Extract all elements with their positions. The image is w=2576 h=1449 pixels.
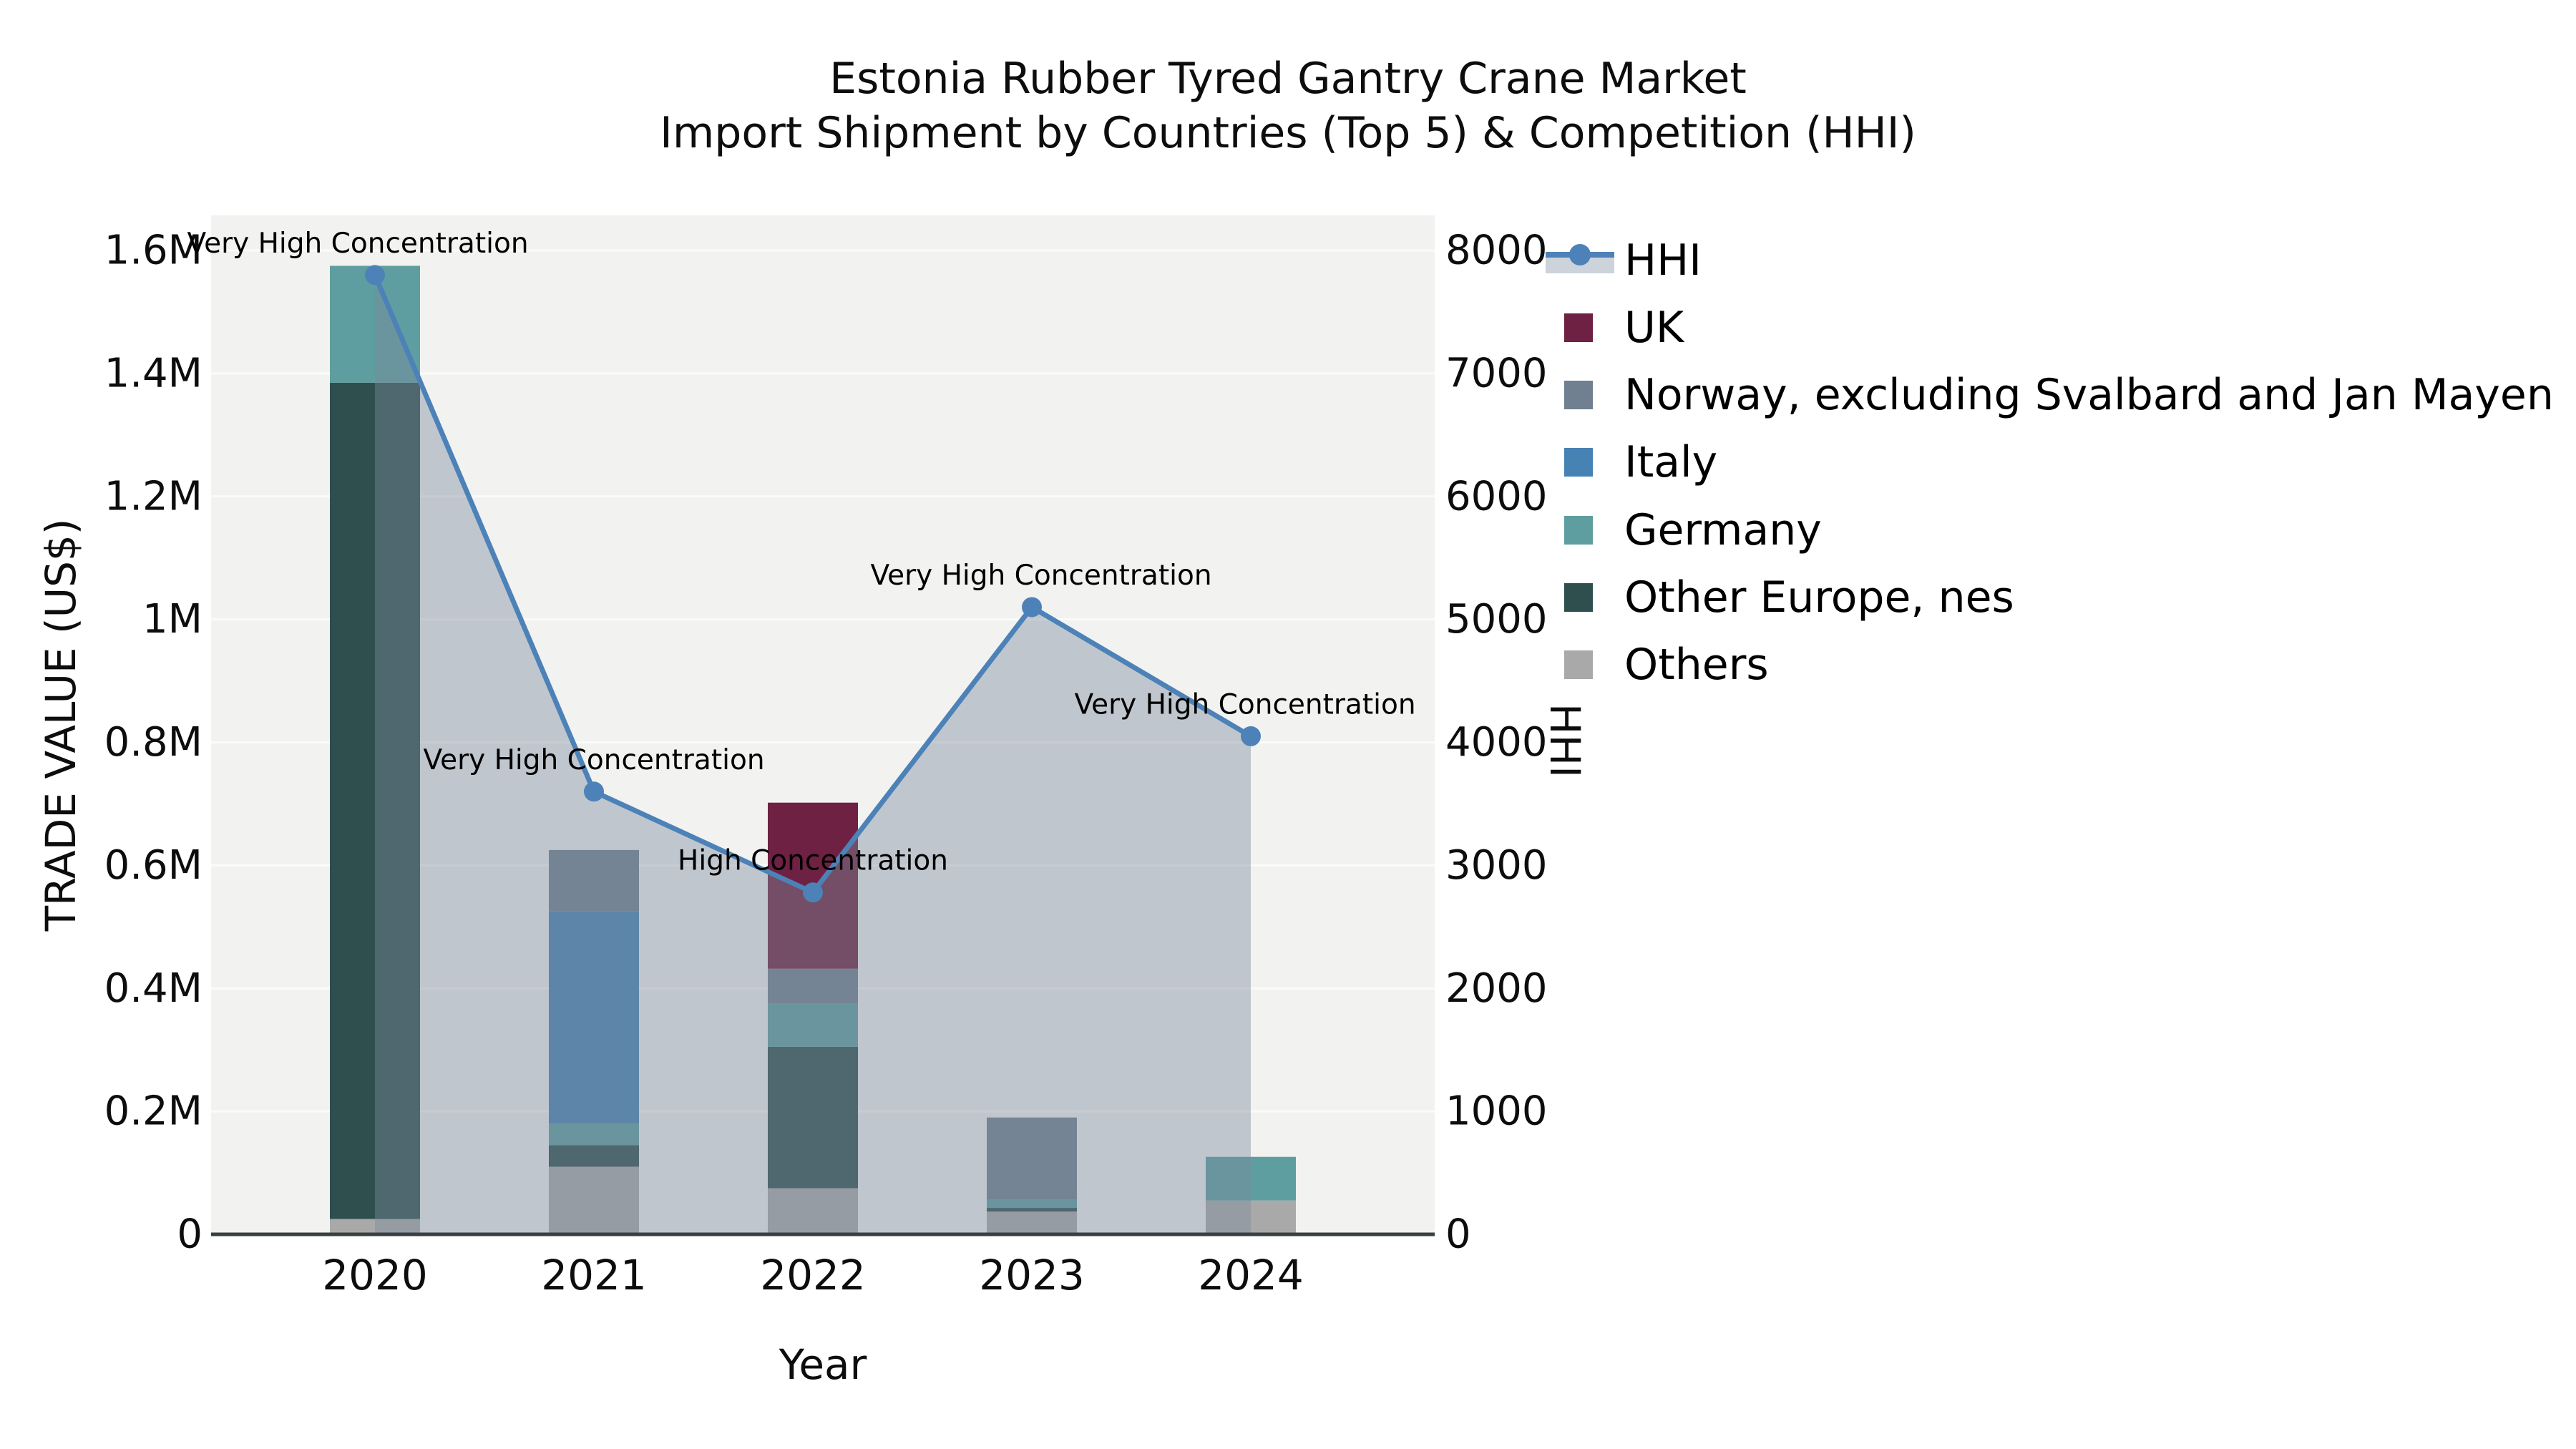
y-axis-title-left: TRADE VALUE (US$) bbox=[36, 518, 85, 932]
y-tick-label-left: 1.4M bbox=[104, 350, 203, 396]
y-tick-label-left: 0.2M bbox=[104, 1088, 203, 1135]
bar-segment bbox=[768, 1003, 858, 1047]
bar-segment bbox=[549, 849, 639, 912]
x-tick-label: 2020 bbox=[322, 1251, 428, 1299]
annotation: Very High Concentration bbox=[187, 228, 528, 260]
bar-segment bbox=[549, 911, 639, 1124]
annotation: High Concentration bbox=[678, 845, 948, 877]
legend-item-label: UK bbox=[1624, 303, 1684, 353]
y-tick-label-right: 3000 bbox=[1445, 842, 1548, 889]
bar-segment bbox=[768, 1188, 858, 1234]
bar-segment bbox=[768, 968, 858, 1004]
legend-item-germany: Germany bbox=[1544, 497, 1822, 564]
legend-sample-part bbox=[1569, 244, 1591, 265]
y-tick-label-right: 2000 bbox=[1445, 965, 1548, 1012]
hhi-marker bbox=[365, 265, 385, 286]
annotation: Very High Concentration bbox=[1074, 688, 1415, 721]
bar-segment bbox=[987, 1117, 1077, 1200]
legend-item-norway-excluding-svalbard-and-jan-mayen: Norway, excluding Svalbard and Jan Mayen bbox=[1544, 361, 2554, 429]
legend-item-label: Germany bbox=[1624, 505, 1822, 555]
bar-segment bbox=[1206, 1156, 1296, 1201]
bar-segment bbox=[1206, 1200, 1296, 1234]
legend-item-other-europe-nes: Other Europe, nes bbox=[1544, 564, 2014, 631]
hhi-marker bbox=[1022, 597, 1042, 618]
tick-labels: 1.6M 1.4M 1.2M 1M 0.8M 0.6M 0.4M 0.2M 0 8000 7000 6… bbox=[104, 228, 1548, 1300]
legend-item-uk: UK bbox=[1544, 294, 1684, 361]
y-tick-label-right: 8000 bbox=[1445, 228, 1548, 274]
legend-box-swatch-icon bbox=[1544, 650, 1624, 679]
bar-segment bbox=[987, 1208, 1077, 1212]
chart-title-line2: Import Shipment by Countries (Top 5) & C… bbox=[660, 108, 1916, 158]
legend-item-others: Others bbox=[1544, 631, 1769, 698]
legend-color-swatch bbox=[1564, 583, 1593, 612]
bar-segment bbox=[549, 1166, 639, 1234]
bar-segment bbox=[330, 1219, 420, 1234]
legend-box-swatch-icon bbox=[1544, 583, 1624, 612]
hhi-area bbox=[375, 275, 1251, 1234]
legend-box-swatch-icon bbox=[1544, 516, 1624, 545]
bar-segment bbox=[549, 1123, 639, 1146]
bar-segment bbox=[330, 265, 420, 383]
bar-segment bbox=[987, 1199, 1077, 1209]
hhi-marker bbox=[584, 781, 604, 802]
legend-color-swatch bbox=[1564, 516, 1593, 545]
bar-segment bbox=[768, 1046, 858, 1189]
x-axis-title: Year bbox=[779, 1340, 867, 1389]
annotation: Very High Concentration bbox=[423, 744, 764, 776]
y-tick-label-left: 0.6M bbox=[104, 842, 203, 889]
y-tick-label-right: 5000 bbox=[1445, 596, 1548, 643]
x-tick-label: 2023 bbox=[979, 1251, 1085, 1299]
y-tick-label-right: 4000 bbox=[1445, 719, 1548, 766]
legend-item-label: Italy bbox=[1624, 437, 1718, 487]
annotation: Very High Concentration bbox=[870, 560, 1211, 592]
y-axis-title-right: HHI bbox=[1541, 703, 1589, 779]
legend-line-swatch-icon bbox=[1544, 244, 1624, 275]
bar-segment bbox=[549, 1145, 639, 1167]
y-tick-label-left: 1M bbox=[142, 596, 203, 643]
x-tick-label: 2024 bbox=[1198, 1251, 1304, 1299]
chart-title: Estonia Rubber Tyred Gantry Crane Market… bbox=[0, 52, 2576, 160]
y-tick-label-left: 1.2M bbox=[104, 473, 203, 519]
legend-color-swatch bbox=[1564, 650, 1593, 679]
y-tick-label-left: 1.6M bbox=[104, 228, 203, 274]
legend-box-swatch-icon bbox=[1544, 381, 1624, 409]
legend-color-swatch bbox=[1564, 313, 1593, 342]
legend-box-swatch-icon bbox=[1544, 448, 1624, 477]
legend-item-label: Others bbox=[1624, 640, 1769, 690]
chart-title-line1: Estonia Rubber Tyred Gantry Crane Market bbox=[829, 54, 1747, 104]
legend-color-swatch bbox=[1564, 448, 1593, 477]
hhi-marker bbox=[803, 882, 823, 903]
y-tick-label-left: 0.8M bbox=[104, 719, 203, 766]
y-tick-label-right: 0 bbox=[1445, 1211, 1471, 1258]
x-tick-label: 2021 bbox=[541, 1251, 647, 1299]
legend-item-label: HHI bbox=[1624, 235, 1702, 286]
legend-item-label: Norway, excluding Svalbard and Jan Mayen bbox=[1624, 370, 2554, 420]
legend-box-swatch-icon bbox=[1544, 313, 1624, 342]
legend-item-label: Other Europe, nes bbox=[1624, 572, 2014, 623]
x-tick-label: 2022 bbox=[760, 1251, 866, 1299]
y-tick-label-left: 0 bbox=[177, 1211, 203, 1258]
hhi-line-area-sample bbox=[1546, 244, 1614, 275]
y-tick-label-left: 0.4M bbox=[104, 965, 203, 1012]
legend-color-swatch bbox=[1564, 381, 1593, 409]
bar-segment bbox=[330, 382, 420, 1219]
legend-item-hhi: HHI bbox=[1544, 227, 1702, 294]
y-tick-label-right: 1000 bbox=[1445, 1088, 1548, 1135]
legend-item-italy: Italy bbox=[1544, 429, 1717, 496]
bar-segment bbox=[987, 1211, 1077, 1234]
y-tick-label-right: 6000 bbox=[1445, 473, 1548, 519]
bars bbox=[330, 265, 1296, 1234]
hhi-marker bbox=[1241, 726, 1261, 746]
y-tick-label-right: 7000 bbox=[1445, 350, 1548, 396]
